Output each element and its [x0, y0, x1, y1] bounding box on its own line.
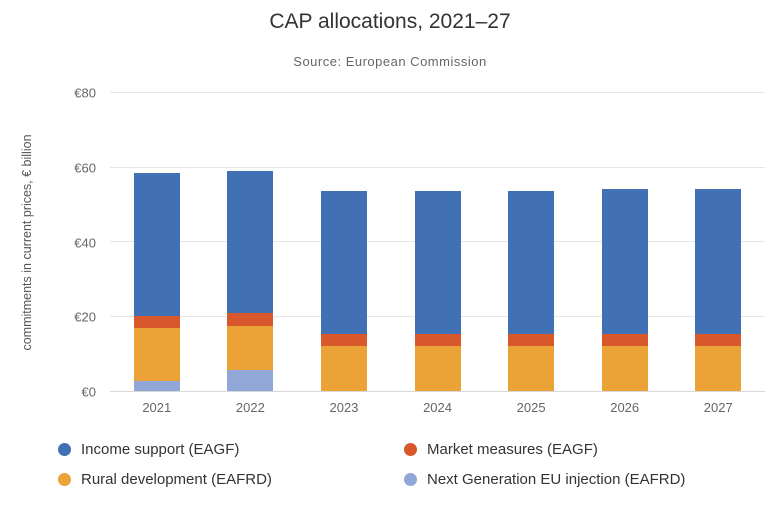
bar-segment[interactable]	[695, 334, 742, 346]
y-axis-tick-label: €80	[74, 85, 96, 101]
legend-item[interactable]: Market measures (EAGF)	[404, 441, 726, 458]
bar-segment[interactable]	[508, 345, 555, 391]
y-axis-tick-label: €40	[74, 235, 96, 250]
bar-segment[interactable]	[227, 312, 274, 326]
legend-marker-icon	[404, 443, 417, 456]
legend-label: Market measures (EAGF)	[427, 441, 598, 458]
category-slot	[110, 93, 204, 391]
chart-title: CAP allocations, 2021–27	[269, 10, 511, 33]
x-axis-label: 2022	[235, 400, 265, 415]
category-slot	[391, 93, 485, 391]
bar-segment[interactable]	[508, 190, 555, 335]
legend-marker-icon	[404, 473, 417, 486]
bar-segment[interactable]	[601, 334, 648, 346]
bar-segment[interactable]	[320, 334, 367, 346]
legend-label: Income support (EAGF)	[81, 441, 240, 458]
legend-item[interactable]: Income support (EAGF)	[58, 441, 404, 458]
y-axis-tick-label: €0	[81, 384, 96, 400]
bar-segment[interactable]	[414, 190, 461, 335]
bar-segment[interactable]	[695, 345, 742, 391]
bar-segment[interactable]	[133, 328, 180, 382]
bar-segment[interactable]	[133, 173, 180, 317]
legend-label: Rural development (EAFRD)	[81, 471, 272, 488]
stacked-bar	[227, 93, 274, 391]
y-axis-tick-labels: €0 €20 €40 €60 €80	[0, 86, 102, 400]
bar-segment[interactable]	[320, 345, 367, 391]
bar-segment[interactable]	[227, 369, 274, 391]
category-slot	[297, 93, 391, 391]
chart-subtitle: Source: European Commission	[293, 54, 487, 69]
category-slot	[204, 93, 298, 391]
category-slot	[671, 93, 765, 391]
legend-item[interactable]: Next Generation EU injection (EAFRD)	[404, 471, 726, 488]
x-axis-labels: 2021 2022 2023 2024 2025 2026 2027	[110, 400, 765, 415]
bar-segment[interactable]	[227, 171, 274, 313]
bar-segment[interactable]	[508, 334, 555, 346]
stacked-bar	[695, 93, 742, 391]
x-axis-label: 2026	[610, 400, 640, 415]
stacked-bar	[508, 93, 555, 391]
plot-area	[110, 92, 765, 392]
stacked-bar	[601, 93, 648, 391]
y-axis-tick-label: €60	[74, 160, 96, 176]
x-axis-label: 2023	[329, 400, 359, 415]
legend-marker-icon	[58, 443, 71, 456]
x-axis-label: 2024	[423, 400, 452, 415]
bar-segment[interactable]	[227, 325, 274, 370]
legend: Income support (EAGF) Market measures (EA…	[58, 441, 726, 488]
stacked-bar	[133, 93, 180, 391]
category-slot	[484, 93, 578, 391]
bar-segment[interactable]	[414, 334, 461, 346]
legend-label: Next Generation EU injection (EAFRD)	[427, 471, 686, 488]
stacked-bar	[414, 93, 461, 391]
bar-segment[interactable]	[320, 190, 367, 335]
legend-item[interactable]: Rural development (EAFRD)	[58, 471, 404, 488]
gridline	[110, 166, 765, 168]
category-slot	[578, 93, 672, 391]
stacked-bar	[320, 93, 367, 391]
bar-segment[interactable]	[133, 381, 180, 391]
y-axis-tick-label: €20	[74, 309, 96, 325]
legend-marker-icon	[58, 473, 71, 486]
x-axis-label: 2025	[516, 400, 546, 415]
bar-segment[interactable]	[601, 345, 648, 391]
bar-segment[interactable]	[133, 316, 180, 329]
x-axis-label: 2021	[142, 400, 172, 415]
bar-segment[interactable]	[695, 188, 742, 335]
bars-row	[110, 93, 765, 391]
x-axis-label: 2027	[703, 400, 733, 415]
bar-segment[interactable]	[414, 345, 461, 391]
bar-segment[interactable]	[601, 188, 648, 335]
gridline	[110, 92, 765, 93]
